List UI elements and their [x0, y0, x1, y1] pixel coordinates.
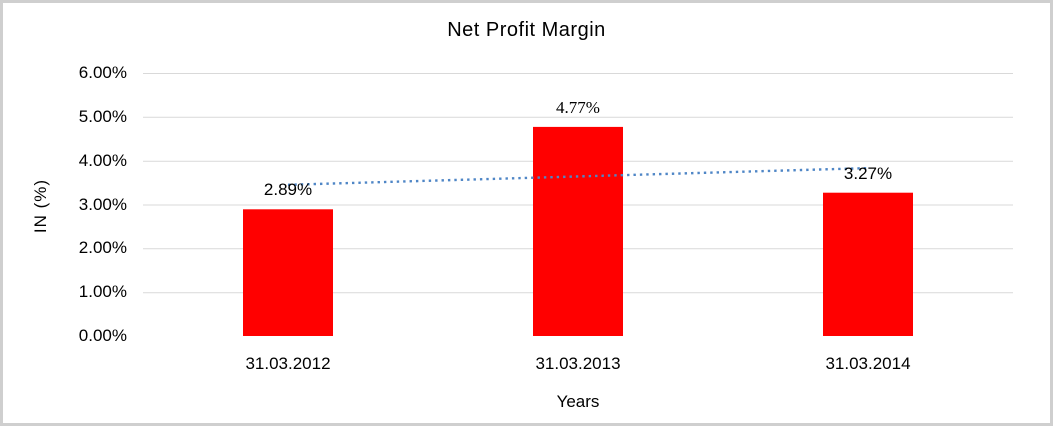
bar-data-label: 3.27%: [843, 163, 893, 183]
x-tick-label: 31.03.2014: [825, 354, 911, 373]
bar-31.03.2014: [823, 192, 913, 336]
bar-31.03.2012: [243, 209, 333, 336]
bar-data-label: 2.89%: [263, 180, 313, 200]
y-tick-label: 0.00%: [78, 326, 127, 345]
y-tick-label: 4.00%: [78, 150, 127, 170]
x-tick-label: 31.03.2013: [535, 354, 621, 373]
y-tick-label: 5.00%: [78, 106, 127, 126]
chart-title: Net Profit Margin: [447, 19, 606, 41]
plot-area: 2.89% 4.77% 3.27%: [143, 73, 1013, 336]
plot-svg: [143, 73, 1013, 336]
x-tick-label: 31.03.2012: [245, 354, 331, 373]
y-tick-label: 3.00%: [78, 194, 127, 214]
y-tick-label: 6.00%: [78, 63, 127, 82]
x-axis-title: Years: [556, 392, 600, 411]
bar-data-label: 4.77%: [556, 97, 600, 117]
bar-31.03.2013: [533, 126, 623, 336]
y-tick-label: 1.00%: [78, 282, 127, 302]
trendline: [287, 166, 869, 186]
y-tick-label: 2.00%: [78, 238, 127, 258]
